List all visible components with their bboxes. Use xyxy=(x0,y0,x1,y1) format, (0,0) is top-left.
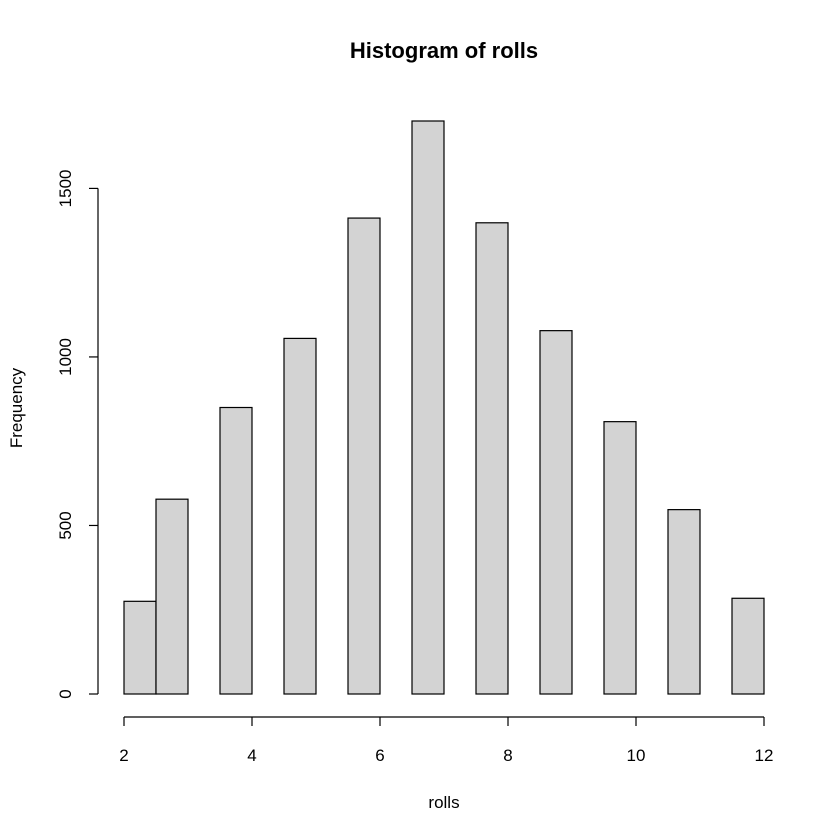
histogram-bar-3 xyxy=(283,337,317,695)
histogram-bar-6 xyxy=(475,222,509,695)
y-tick-label-0: 0 xyxy=(56,689,75,698)
x-tick-label-3: 8 xyxy=(503,746,512,765)
x-tick-label-4: 10 xyxy=(627,746,646,765)
histogram-bar-10 xyxy=(731,597,765,695)
histogram-bar-9 xyxy=(667,509,701,695)
chart-title: Histogram of rolls xyxy=(350,38,538,63)
histogram-bar-1 xyxy=(155,498,189,695)
y-axis: 0 500 1000 1500 xyxy=(56,169,99,699)
histogram-bar-7 xyxy=(539,330,573,695)
histogram-bar-5 xyxy=(411,120,445,695)
y-axis-label: Frequency xyxy=(7,367,26,448)
y-tick-label-1: 500 xyxy=(56,511,75,539)
x-axis-label: rolls xyxy=(428,793,459,812)
x-axis: 2 4 6 8 10 12 xyxy=(119,716,774,765)
y-tick-label-3: 1500 xyxy=(56,169,75,207)
histogram-bar-8 xyxy=(603,421,637,695)
x-tick-label-5: 12 xyxy=(755,746,774,765)
x-tick-label-2: 6 xyxy=(375,746,384,765)
x-tick-label-0: 2 xyxy=(119,746,128,765)
bars-layer xyxy=(123,120,765,695)
y-tick-label-2: 1000 xyxy=(56,338,75,376)
x-tick-label-1: 4 xyxy=(247,746,256,765)
histogram-bar-4 xyxy=(347,217,381,695)
histogram-bar-2 xyxy=(219,406,253,695)
histogram-bar-0 xyxy=(123,600,157,695)
